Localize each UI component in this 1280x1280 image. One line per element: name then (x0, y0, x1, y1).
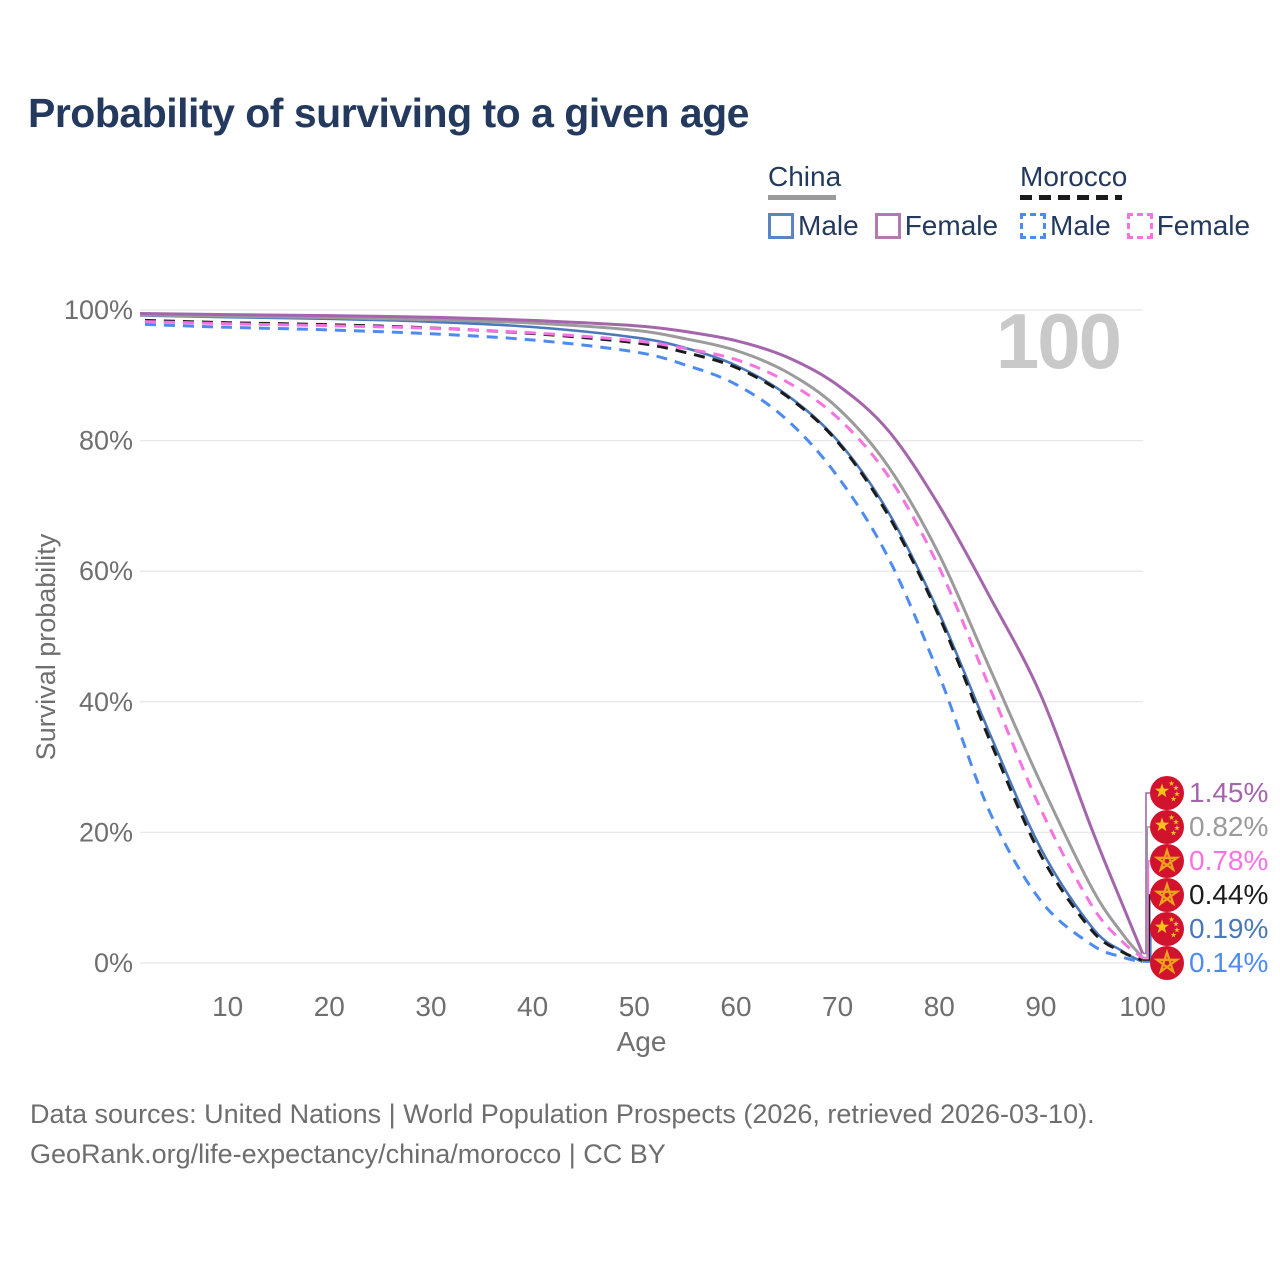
china-flag-icon (1150, 912, 1184, 946)
legend-label-china-female: Female (904, 210, 999, 241)
footer-attribution: Data sources: United Nations | World Pop… (30, 1094, 1095, 1174)
end-label-row-china-female: 1.45% (1150, 776, 1268, 810)
end-label-row-china-male: 0.19% (1150, 912, 1268, 946)
x-tick-30: 30 (415, 991, 446, 1022)
series-line-china-total[interactable] (126, 313, 1144, 959)
end-label-value: 0.14% (1189, 947, 1269, 978)
china-flag-icon (1150, 776, 1184, 810)
end-label-row-morocco-total: 0.44% (1150, 878, 1268, 912)
x-tick-20: 20 (314, 991, 345, 1022)
legend-label-china-male: Male (798, 210, 859, 241)
legend-label-morocco-male: Male (1050, 210, 1111, 241)
legend-swatch-morocco-male (1020, 213, 1046, 239)
morocco-flag-icon (1150, 844, 1184, 878)
y-tick-20: 20% (79, 817, 133, 847)
morocco-flag-icon (1150, 946, 1184, 980)
x-tick-40: 40 (517, 991, 548, 1022)
x-axis-title: Age (616, 1026, 667, 1057)
footer-sources: Data sources: United Nations | World Pop… (30, 1099, 1095, 1129)
y-tick-60: 60% (79, 556, 133, 586)
page-title: Probability of surviving to a given age (28, 90, 749, 136)
legend-swatch-china-female (874, 213, 901, 239)
morocco-flag-icon (1150, 878, 1184, 912)
end-label-value: 0.19% (1189, 913, 1269, 944)
series-line-morocco-female[interactable] (126, 319, 1144, 960)
y-axis-title: Survival probability (31, 533, 61, 761)
legend-group-china: China Male Female (768, 162, 1014, 242)
legend-china-rule (768, 195, 836, 200)
x-tick-60: 60 (720, 991, 751, 1022)
x-tick-80: 80 (924, 991, 955, 1022)
x-tick-90: 90 (1025, 991, 1056, 1022)
end-label-row-morocco-male: 0.14% (1150, 946, 1268, 980)
leader-line-china-female (1143, 792, 1152, 955)
x-tick-100: 100 (1119, 991, 1166, 1022)
end-label-value: 0.82% (1189, 811, 1269, 842)
legend-swatch-morocco-female (1126, 213, 1153, 239)
series-line-morocco-total[interactable] (126, 318, 1144, 962)
x-tick-70: 70 (822, 991, 853, 1022)
legend-item-china-female[interactable]: Female (874, 210, 999, 242)
x-tick-10: 10 (212, 991, 243, 1022)
legend-label-morocco-female: Female (1156, 210, 1251, 241)
legend-swatch-china-male (768, 213, 794, 239)
series-line-morocco-male[interactable] (126, 322, 1143, 964)
series-line-china-male[interactable] (126, 314, 1144, 963)
legend-item-morocco-female[interactable]: Female (1126, 210, 1251, 242)
legend-item-china-male[interactable]: Male (768, 210, 859, 242)
end-label-value: 1.45% (1189, 777, 1269, 808)
age-indicator-watermark: 100 (995, 297, 1122, 385)
y-tick-0: 0% (94, 948, 133, 978)
y-tick-40: 40% (79, 687, 133, 717)
legend-group-morocco: Morocco Male Female (1020, 162, 1266, 242)
legend-item-morocco-male[interactable]: Male (1020, 210, 1111, 242)
footer-url: GeoRank.org/life-expectancy/china/morocc… (30, 1139, 666, 1169)
legend-morocco-rule (1020, 195, 1122, 200)
china-flag-icon (1150, 810, 1184, 844)
y-tick-100: 100% (64, 295, 133, 325)
end-label-value: 0.44% (1189, 879, 1269, 910)
legend-china-title[interactable]: China (768, 161, 842, 192)
legend-morocco-title[interactable]: Morocco (1020, 161, 1128, 192)
series-line-china-female[interactable] (126, 311, 1144, 955)
end-label-row-china-total: 0.82% (1150, 810, 1268, 844)
end-label-row-morocco-female: 0.78% (1150, 844, 1268, 878)
end-label-value: 0.78% (1189, 845, 1269, 876)
y-tick-80: 80% (79, 426, 133, 456)
x-tick-50: 50 (619, 991, 650, 1022)
